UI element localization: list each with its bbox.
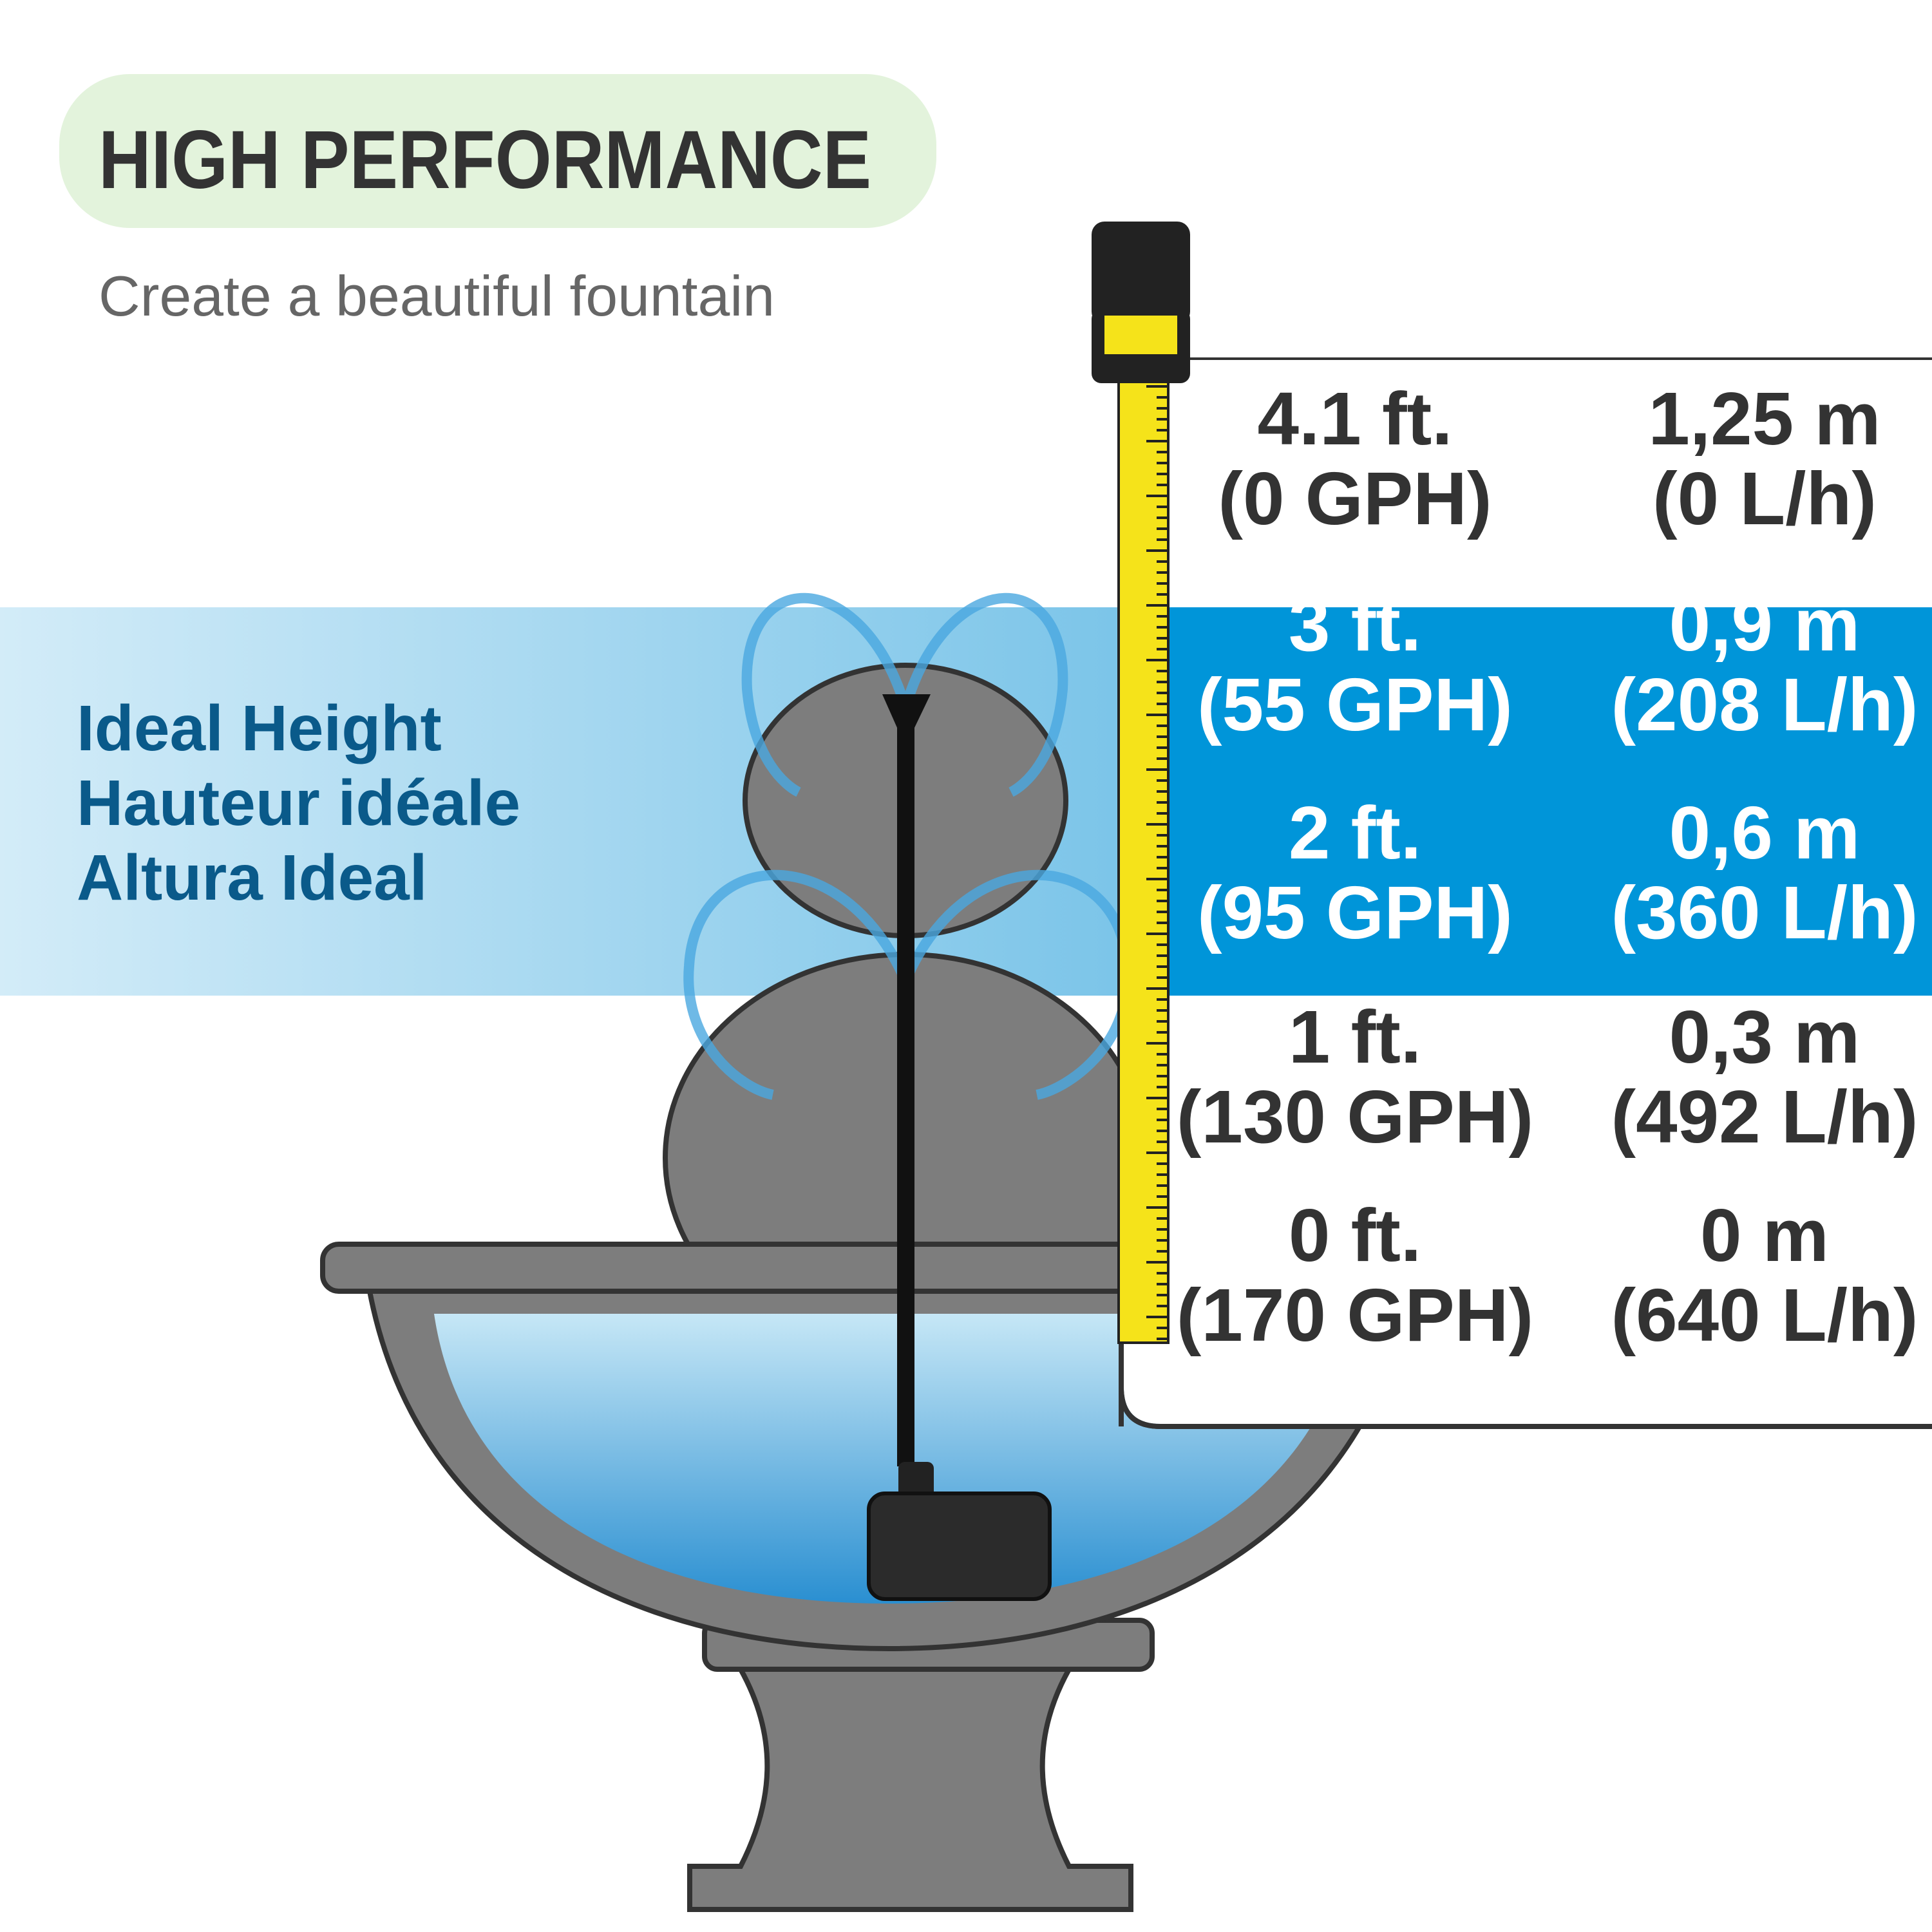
- table-border: [1119, 996, 1932, 1429]
- ideal-height-label: Altura Ideal: [77, 842, 428, 914]
- imperial-cell: 2 ft.: [1289, 791, 1421, 875]
- nozzle: [882, 694, 931, 728]
- pipe: [897, 696, 914, 1466]
- metric-cell: (640 L/h): [1611, 1273, 1918, 1357]
- ideal-band-table: [1166, 607, 1932, 996]
- metric-cell: (0 L/h): [1653, 457, 1877, 540]
- tape-cap: [1092, 222, 1190, 325]
- metric-cell: 0,3 m: [1669, 995, 1861, 1079]
- pedestal: [687, 1667, 1133, 1912]
- metric-cell: 0,6 m: [1669, 791, 1861, 875]
- table: 4.1 ft.(0 GPH) 1,25 m(0 L/h) 3 ft.(55 GPH)…: [1177, 377, 1918, 1357]
- table-bottom: [1121, 996, 1932, 1424]
- pump: [867, 1492, 1052, 1601]
- tape-window: [1104, 316, 1177, 354]
- title: HIGH PERFORMANCE: [99, 114, 871, 206]
- metric-cell: 0,9 m: [1669, 583, 1861, 667]
- subtitle: Create a beautiful fountain: [99, 264, 775, 328]
- imperial-cell: 4.1 ft.: [1258, 377, 1453, 460]
- imperial-cell: 0 ft.: [1289, 1193, 1421, 1277]
- metric-cell: (492 L/h): [1611, 1075, 1918, 1159]
- imperial-cell: (55 GPH): [1197, 663, 1513, 746]
- imperial-cell: (170 GPH): [1177, 1273, 1533, 1357]
- ideal-height-label: Hauteur idéale: [77, 767, 520, 839]
- imperial-cell: (0 GPH): [1218, 457, 1492, 540]
- imperial-cell: (95 GPH): [1197, 871, 1513, 954]
- metric-cell: (360 L/h): [1611, 871, 1918, 954]
- tape-measure: [1092, 222, 1190, 1344]
- table-top: [1121, 360, 1932, 607]
- pump-inlet: [898, 1462, 934, 1501]
- ideal-height-label: Ideal Height: [77, 692, 442, 764]
- imperial-cell: (130 GPH): [1177, 1075, 1533, 1159]
- tape-blade: [1117, 381, 1170, 1344]
- metric-cell: 0 m: [1700, 1193, 1829, 1277]
- imperial-cell: 1 ft.: [1289, 995, 1421, 1079]
- title-pill: [59, 74, 936, 228]
- imperial-cell: 3 ft.: [1289, 583, 1421, 667]
- metric-cell: 1,25 m: [1648, 377, 1880, 460]
- metric-cell: (208 L/h): [1611, 663, 1918, 746]
